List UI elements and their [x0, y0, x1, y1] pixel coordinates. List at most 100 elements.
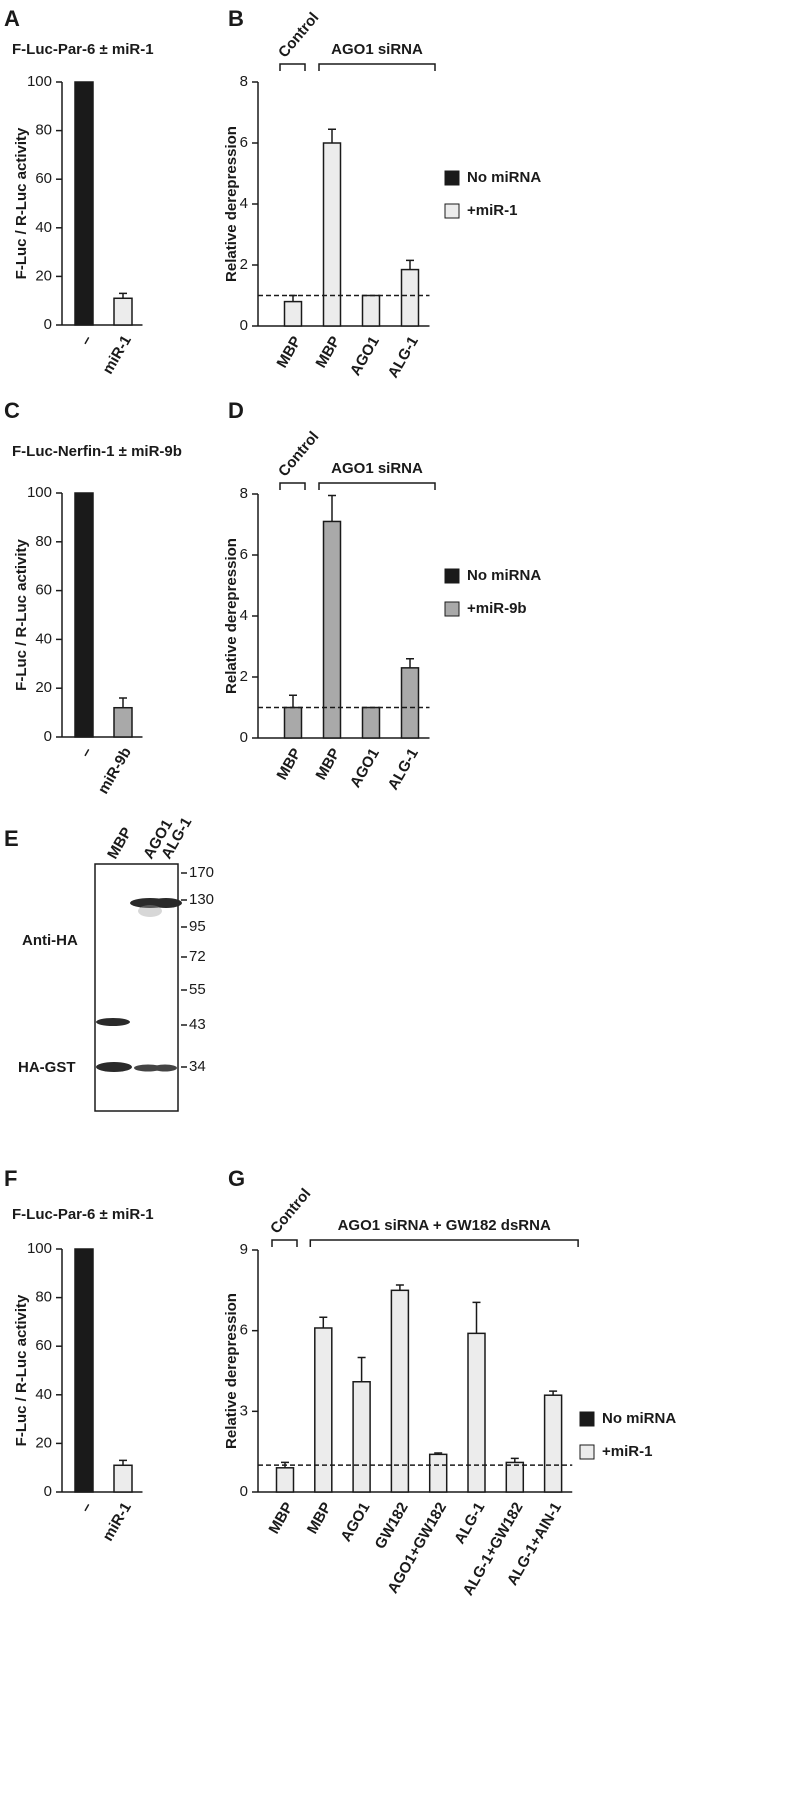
y-tick-label: 3	[240, 1402, 248, 1419]
error-bar	[395, 1284, 404, 1291]
bar	[322, 520, 342, 739]
marker-label: 34	[189, 1058, 206, 1075]
y-tick-label: 9	[240, 1241, 248, 1258]
bar	[283, 300, 303, 327]
legend-swatch	[444, 170, 460, 186]
panel-letter: E	[4, 826, 19, 851]
blot-band-label: Anti-HA	[22, 932, 78, 949]
x-tick-label: MBP	[313, 333, 344, 370]
chart-title: F-Luc-Nerfin-1 ± miR-9b	[12, 443, 182, 460]
bar	[390, 1289, 410, 1493]
y-tick-label: 20	[35, 1434, 52, 1451]
x-tick-label: miR-1	[99, 1499, 135, 1544]
error-bar	[119, 292, 127, 299]
panel-letter: B	[228, 6, 244, 31]
panel-letter: A	[4, 6, 20, 31]
y-tick-label: 20	[35, 679, 52, 696]
bar	[361, 706, 381, 739]
x-tick-label: MBP	[274, 333, 305, 370]
lane-label: MBP	[104, 825, 135, 862]
bar	[361, 294, 381, 327]
bar	[113, 706, 133, 738]
marker-label: 43	[189, 1016, 206, 1033]
bar	[467, 1332, 486, 1493]
bar	[275, 1467, 295, 1493]
x-tick-label: –	[77, 332, 96, 348]
error-bar	[119, 697, 127, 708]
bar	[314, 1327, 333, 1493]
x-tick-label: MBP	[304, 1499, 335, 1536]
group-label: Control	[275, 9, 322, 61]
marker-label: 130	[189, 891, 214, 908]
blot-band-label: HA-GST	[18, 1059, 76, 1076]
x-tick-label: MBP	[313, 745, 344, 782]
legend-label: +miR-9b	[467, 600, 527, 617]
marker-label: 72	[189, 948, 206, 965]
y-tick-label: 8	[240, 485, 248, 502]
group-bracket	[309, 1239, 579, 1247]
y-tick-label: 40	[35, 630, 52, 647]
y-tick-label: 40	[35, 1386, 52, 1403]
y-tick-label: 0	[240, 729, 248, 746]
y-axis-label: F-Luc / R-Luc activity	[13, 1294, 30, 1446]
bar	[428, 1453, 448, 1493]
y-axis-label: Relative derepression	[223, 1293, 240, 1449]
bar	[113, 297, 133, 326]
bar	[283, 706, 303, 739]
bar	[113, 1464, 133, 1493]
legend-label: No miRNA	[467, 567, 541, 584]
y-tick-label: 100	[27, 1240, 52, 1257]
group-bracket	[318, 63, 436, 71]
group-bracket	[271, 1239, 298, 1247]
group-label: Control	[275, 428, 322, 480]
panel-letter: F	[4, 1166, 17, 1191]
panel-letter: C	[4, 398, 20, 423]
error-bar	[357, 1356, 366, 1382]
error-bar	[328, 128, 336, 143]
y-tick-label: 100	[27, 484, 52, 501]
blot-bands	[96, 898, 182, 1072]
legend-swatch	[579, 1444, 595, 1460]
x-tick-label: –	[77, 744, 96, 760]
x-tick-label: miR-9b	[95, 744, 135, 797]
x-tick-label: ALG-1	[451, 1499, 488, 1546]
x-tick-label: miR-1	[99, 332, 135, 377]
y-tick-label: 4	[240, 195, 248, 212]
panel-letter: D	[228, 398, 244, 423]
group-label: AGO1 siRNA	[331, 460, 423, 477]
bar	[543, 1394, 563, 1493]
y-tick-label: 4	[240, 607, 248, 624]
x-tick-label: –	[77, 1499, 96, 1515]
x-tick-label: MBP	[274, 745, 305, 782]
y-axis-label: Relative derepression	[223, 538, 240, 694]
panel-letter: G	[228, 1166, 245, 1191]
x-tick-label: AGO1	[347, 333, 383, 378]
y-tick-label: 2	[240, 668, 248, 685]
y-tick-label: 6	[240, 546, 248, 563]
chart-title: F-Luc-Par-6 ± miR-1	[12, 1206, 154, 1223]
error-bar	[472, 1301, 481, 1334]
x-tick-label: AGO1	[347, 745, 383, 790]
legend-label: +miR-1	[602, 1443, 652, 1460]
error-bar	[319, 1316, 328, 1328]
y-tick-label: 20	[35, 267, 52, 284]
legend-label: No miRNA	[602, 1410, 676, 1427]
bar	[74, 492, 94, 738]
bar	[74, 1248, 94, 1493]
error-bar	[406, 657, 414, 668]
group-label: Control	[267, 1185, 314, 1237]
y-tick-label: 8	[240, 73, 248, 90]
chart-title: F-Luc-Par-6 ± miR-1	[12, 41, 154, 58]
bar	[400, 268, 420, 327]
marker-label: 170	[189, 864, 214, 881]
marker-label: 55	[189, 981, 206, 998]
x-tick-label: ALG-1	[385, 333, 422, 380]
group-label: AGO1 siRNA	[331, 41, 423, 58]
bar	[352, 1381, 371, 1493]
y-axis-label: F-Luc / R-Luc activity	[13, 127, 30, 279]
error-bar	[119, 1459, 127, 1466]
bar	[505, 1461, 525, 1493]
y-tick-label: 0	[240, 317, 248, 334]
legend-swatch	[444, 601, 460, 617]
